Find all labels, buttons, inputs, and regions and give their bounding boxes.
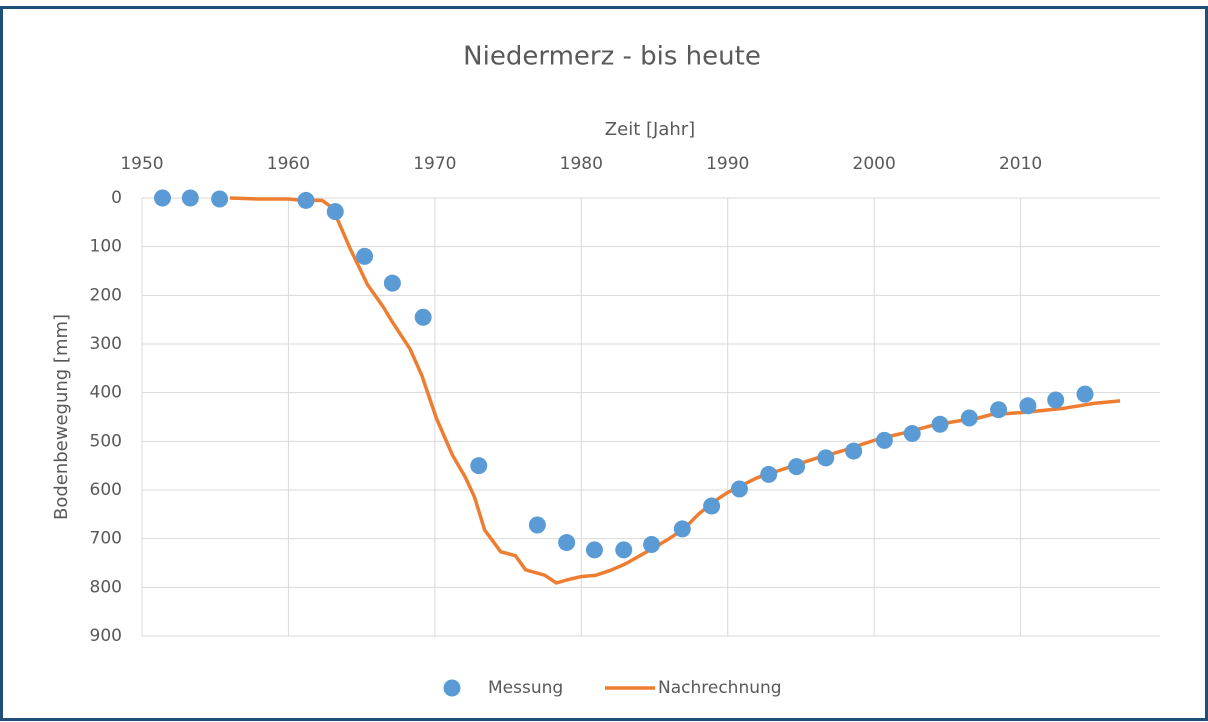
x-tick-label: 2010: [999, 154, 1042, 174]
y-tick-label: 500: [90, 431, 122, 451]
point: [1047, 391, 1065, 409]
y-tick-label: 100: [90, 237, 122, 257]
y-tick-label: 400: [90, 383, 122, 403]
point: [1076, 385, 1094, 403]
point: [845, 442, 863, 460]
point: [817, 449, 835, 467]
x-tick-label: 1970: [413, 154, 456, 174]
y-tick-label: 800: [90, 577, 122, 597]
y-axis-label: Bodenbewegung [mm]: [51, 314, 72, 520]
point: [875, 431, 893, 449]
y-tick-label: 600: [90, 480, 122, 500]
x-tick-label: 1960: [267, 154, 310, 174]
y-tick-label: 900: [90, 626, 122, 646]
point: [703, 497, 721, 515]
point: [558, 534, 576, 552]
x-tick-label: 1980: [560, 154, 603, 174]
legend-swatch: [443, 679, 461, 697]
point: [760, 465, 778, 483]
point: [528, 516, 546, 534]
legend-label: Nachrechnung: [658, 678, 782, 698]
y-tick-label: 0: [111, 188, 122, 208]
point: [903, 425, 921, 443]
x-tick-label: 2000: [853, 154, 896, 174]
y-tick-label: 300: [90, 334, 122, 354]
x-tick-label: 1990: [706, 154, 749, 174]
point: [356, 247, 374, 265]
point: [470, 457, 488, 475]
y-tick-label: 700: [90, 529, 122, 549]
point: [326, 203, 344, 221]
point: [615, 541, 633, 559]
x-tick-label: 1950: [120, 154, 163, 174]
point: [211, 190, 229, 208]
point: [990, 401, 1008, 419]
point: [788, 458, 806, 476]
point: [960, 409, 978, 427]
point: [154, 189, 171, 207]
point: [414, 308, 432, 326]
point: [643, 536, 661, 554]
point: [383, 274, 401, 292]
point: [730, 480, 748, 498]
x-axis-label: Zeit [Jahr]: [605, 119, 695, 140]
point: [931, 415, 949, 433]
point: [585, 541, 603, 559]
chart-title: Niedermerz - bis heute: [463, 42, 761, 72]
legend-label: Messung: [488, 678, 563, 698]
point: [181, 189, 199, 207]
point: [1019, 397, 1037, 415]
frame: [0, 6, 1208, 721]
point: [673, 520, 691, 538]
y-tick-label: 200: [90, 285, 122, 305]
point: [297, 191, 315, 209]
